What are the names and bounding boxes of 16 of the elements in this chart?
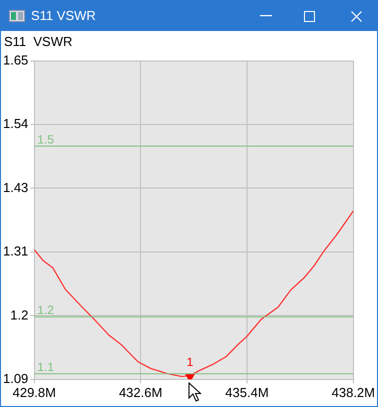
ref-line-label: 1.1 [37,360,54,374]
x-tick-label: 435.4M [225,384,269,400]
chart-subtitle: S11 VSWR [4,34,72,49]
x-tick-label: 438.2M [332,384,376,400]
series-label: 1 [186,354,194,369]
chart-title: S11 VSWR [31,8,96,23]
y-tick-label: 1.65 [2,52,28,68]
y-tick-label: 1.2 [10,307,28,322]
y-tick-label: 1.54 [2,116,28,132]
y-tick-label: 1.43 [2,180,28,195]
x-tick-label: 432.6M [118,384,162,400]
y-tick-label: 1.31 [2,244,28,259]
x-tick-label: 429.8M [12,384,56,400]
ref-line-label: 1.5 [37,132,54,146]
ref-line-label: 1.2 [37,303,54,318]
y-tick-label: 1.09 [2,370,28,386]
